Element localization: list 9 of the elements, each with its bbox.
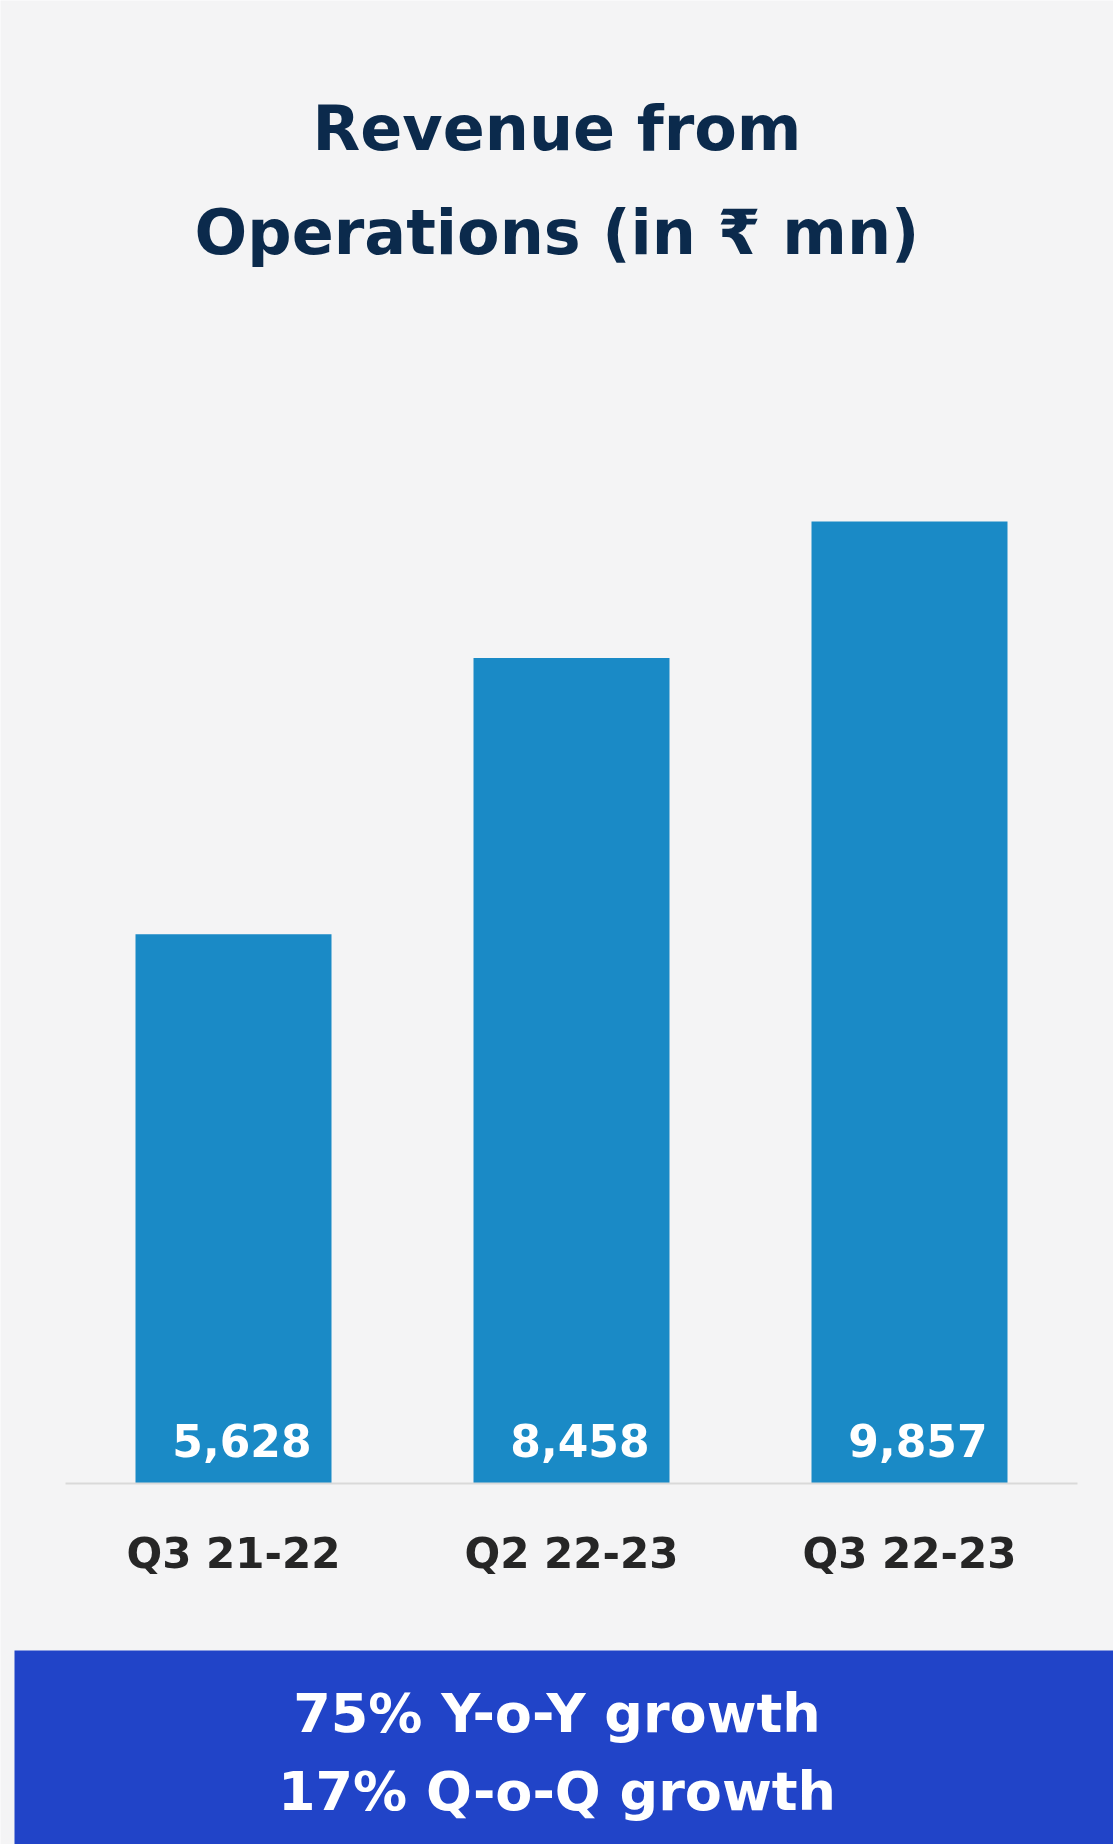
data-label: 5,628 <box>172 1416 312 1467</box>
data-label: 8,458 <box>510 1416 650 1467</box>
text: 17% Q-o-Q growth <box>277 1760 837 1823</box>
x-tick-label: Q3 21-22 <box>126 1529 341 1578</box>
text: 75% Y-o-Y growth <box>293 1682 821 1745</box>
x-tick-label: Q2 22-23 <box>464 1529 679 1578</box>
data-label: 9,857 <box>848 1416 988 1467</box>
x-tick-label: Q3 22-23 <box>802 1529 1017 1578</box>
chart-title: Revenue from Operations (in ₹ mn) <box>194 92 920 269</box>
